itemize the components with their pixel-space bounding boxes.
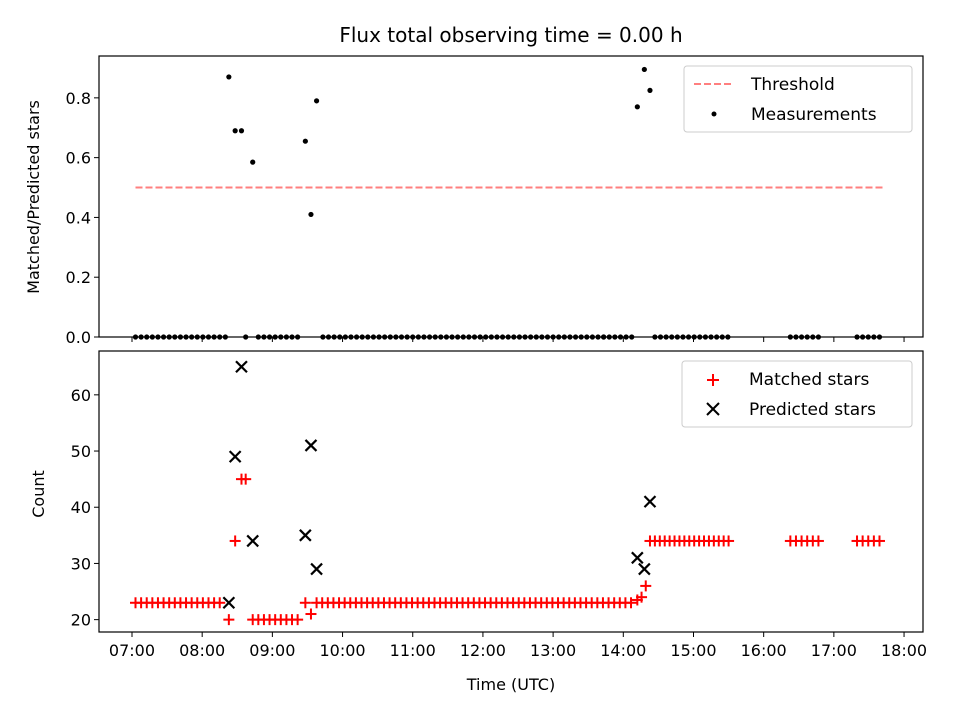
bottom-x-axis: 07:00 08:00 09:00 10:00 11:00 12:00 13:00 14:00…	[109, 632, 927, 660]
predicted-star-marker	[246, 534, 259, 548]
matched-legend-label: Matched stars	[749, 370, 869, 390]
matched-star-marker	[723, 535, 735, 547]
measurement-point	[238, 128, 245, 134]
x-tick-label: 13:00	[530, 641, 576, 660]
predicted-star-marker	[299, 529, 312, 542]
matched-star-marker	[299, 597, 311, 609]
matched-star-marker	[223, 614, 235, 626]
top-y-axis-label: Matched/Predicted stars	[24, 100, 43, 294]
predicted-star-marker	[638, 562, 651, 576]
predicted-star-marker	[643, 495, 657, 508]
matched-star-marker	[214, 597, 226, 609]
measurements-legend-label: Measurements	[751, 105, 877, 125]
threshold-legend-label: Threshold	[750, 75, 835, 95]
top-legend: Threshold Measurements	[683, 65, 913, 133]
bottom-y-tick-label: 50	[71, 442, 91, 461]
x-tick-label: 15:00	[670, 641, 716, 660]
bottom-legend-box	[681, 360, 913, 428]
bottom-y-tick-label: 40	[71, 498, 91, 517]
x-tick-label: 12:00	[460, 641, 506, 660]
bottom-y-axis-label: Count	[29, 470, 48, 518]
bottom-y-tick-label: 30	[71, 554, 91, 573]
predicted-star-marker	[631, 551, 644, 565]
measurement-point	[634, 104, 640, 110]
measurement-point	[313, 98, 320, 104]
predicted-star-marker	[235, 360, 248, 374]
x-tick-label: 10:00	[319, 641, 365, 660]
matched-star-marker	[305, 608, 317, 620]
bottom-y-tick-label: 20	[71, 611, 91, 630]
matched-star-marker	[292, 614, 304, 626]
measurements-legend-marker	[711, 111, 717, 117]
top-panel: 0.00.20.40.60.8 Matched/Predicted stars …	[24, 55, 924, 347]
x-tick-label: 09:00	[249, 641, 295, 660]
top-y-tick-label: 0.8	[66, 89, 91, 108]
predicted-star-marker	[228, 450, 242, 463]
measurement-point	[250, 159, 256, 165]
top-x-ticks	[131, 337, 905, 342]
top-axes-frame	[98, 55, 924, 338]
matched-star-marker	[229, 535, 241, 547]
bottom-y-tick-label: 60	[71, 386, 91, 405]
x-tick-label: 11:00	[390, 641, 436, 660]
top-y-tick-label: 0.0	[66, 328, 91, 347]
measurement-point	[232, 128, 238, 134]
top-legend-box	[683, 65, 913, 133]
measurement-point	[641, 66, 647, 73]
top-y-tick-label: 0.4	[66, 208, 91, 227]
predicted-legend-marker	[706, 402, 720, 416]
x-tick-label: 08:00	[179, 641, 225, 660]
bottom-axes-frame	[98, 350, 924, 633]
measurement-point	[226, 74, 232, 80]
top-y-tick-label: 0.6	[66, 149, 91, 168]
bottom-legend: Matched stars Predicted stars	[681, 360, 913, 428]
predicted-star-marker	[304, 439, 318, 452]
top-y-axis: 0.0 0.2 0.4 0.6 0.8	[66, 89, 99, 347]
measurement-point	[647, 87, 653, 93]
matched-legend-marker	[707, 374, 719, 386]
x-tick-label: 17:00	[811, 641, 857, 660]
matched-star-marker	[240, 473, 252, 485]
chart-title: Flux total observing time = 0.00 h	[339, 23, 682, 47]
x-tick-label: 14:00	[600, 641, 646, 660]
measurement-point	[308, 211, 314, 218]
matched-star-marker	[640, 580, 652, 592]
measurement-point	[302, 138, 308, 144]
bottom-y-axis: 20 30 40 50 60	[71, 386, 99, 630]
predicted-star-marker	[310, 562, 323, 576]
matched-star-marker	[636, 591, 648, 603]
bottom-panel: 20 30 40 50 60 07:00 08:00 09:00 10:00 11:00 12:0…	[29, 350, 927, 694]
matched-star-marker	[625, 597, 637, 609]
x-tick-label: 07:00	[109, 641, 155, 660]
top-y-tick-label: 0.2	[66, 268, 91, 287]
predicted-legend-label: Predicted stars	[749, 400, 876, 420]
x-tick-label: 18:00	[881, 641, 927, 660]
x-tick-label: 16:00	[741, 641, 787, 660]
bottom-plot-area	[129, 360, 885, 626]
predicted-star-marker	[222, 596, 236, 610]
matched-star-marker	[812, 535, 824, 547]
x-axis-label: Time (UTC)	[466, 675, 555, 694]
matched-star-marker	[873, 535, 885, 547]
